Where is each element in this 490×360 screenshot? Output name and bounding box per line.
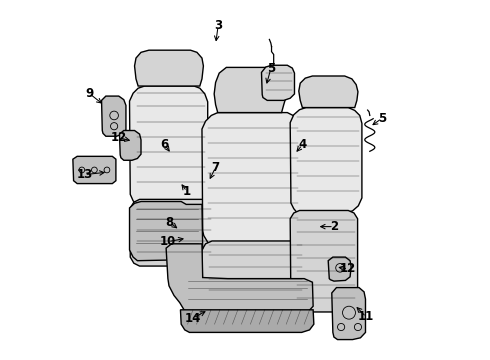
Polygon shape	[120, 131, 141, 160]
Text: 4: 4	[298, 138, 307, 151]
Polygon shape	[129, 86, 208, 206]
Polygon shape	[328, 257, 351, 281]
Text: 12: 12	[111, 131, 127, 144]
Polygon shape	[262, 65, 294, 100]
Text: 10: 10	[160, 235, 176, 248]
Polygon shape	[332, 288, 366, 339]
Polygon shape	[299, 76, 358, 108]
Text: 5: 5	[267, 62, 275, 75]
Polygon shape	[166, 244, 313, 314]
Polygon shape	[214, 67, 287, 113]
Polygon shape	[73, 156, 116, 184]
Text: 6: 6	[160, 138, 169, 150]
Text: 7: 7	[212, 161, 220, 174]
Polygon shape	[290, 211, 358, 312]
Polygon shape	[130, 199, 214, 266]
Text: 8: 8	[166, 216, 174, 229]
Text: 9: 9	[85, 87, 93, 100]
Text: 3: 3	[214, 19, 222, 32]
Text: 11: 11	[358, 310, 374, 324]
Polygon shape	[101, 96, 126, 136]
Polygon shape	[135, 50, 203, 86]
Polygon shape	[129, 202, 203, 261]
Text: 2: 2	[330, 220, 338, 233]
Text: 1: 1	[183, 185, 191, 198]
Text: 12: 12	[340, 262, 356, 275]
Polygon shape	[202, 241, 306, 305]
Text: 13: 13	[76, 168, 93, 181]
Polygon shape	[290, 108, 362, 213]
Text: 5: 5	[378, 112, 386, 125]
Text: 14: 14	[185, 311, 201, 325]
Polygon shape	[202, 113, 301, 245]
Polygon shape	[180, 310, 314, 332]
